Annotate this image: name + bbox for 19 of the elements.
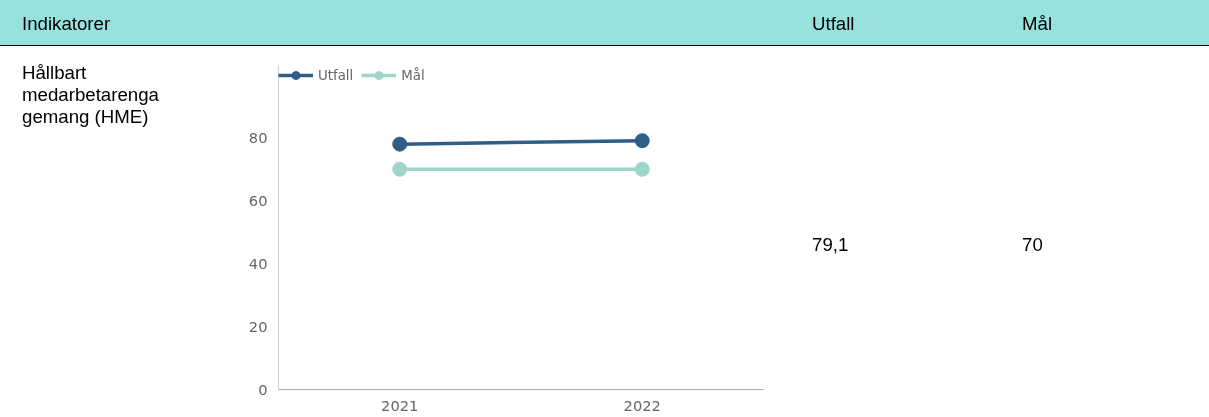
- y-tick-label: 20: [248, 317, 268, 335]
- x-tick-label: 2021: [381, 396, 419, 414]
- point: [634, 133, 650, 149]
- text: 79,1: [812, 233, 849, 257]
- point: [392, 136, 408, 152]
- text: Utfall: [812, 12, 855, 36]
- legend-label: Utfall: [318, 67, 354, 83]
- y-tick-label: 40: [248, 254, 268, 272]
- legend-label: Mål: [401, 67, 425, 83]
- point: [392, 161, 408, 177]
- text: 70: [1022, 233, 1043, 257]
- text: Indikatorer: [22, 12, 111, 36]
- y-tick-label: 60: [248, 191, 268, 209]
- text: Mål: [1022, 12, 1053, 36]
- point: [634, 161, 650, 177]
- text: Hållbart medarbetarengagemang (HME): [22, 62, 159, 129]
- y-tick-label: 80: [248, 128, 268, 146]
- y-tick-label: 0: [258, 380, 268, 398]
- x-tick-label: 2022: [623, 396, 661, 414]
